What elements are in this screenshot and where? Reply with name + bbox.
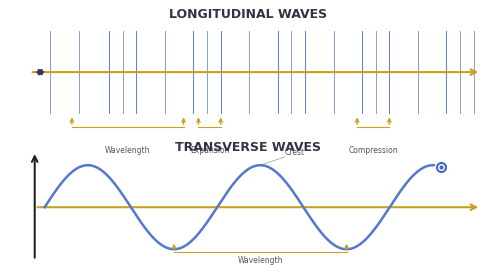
Text: Crest: Crest [285, 148, 305, 157]
Text: Wavelength: Wavelength [238, 256, 283, 265]
Text: TRANSVERSE WAVES: TRANSVERSE WAVES [175, 141, 321, 154]
Text: Wavelength: Wavelength [105, 146, 150, 155]
Text: LONGITUDINAL WAVES: LONGITUDINAL WAVES [169, 8, 327, 21]
Text: Expansion: Expansion [190, 146, 229, 155]
Text: Compression: Compression [348, 146, 398, 155]
